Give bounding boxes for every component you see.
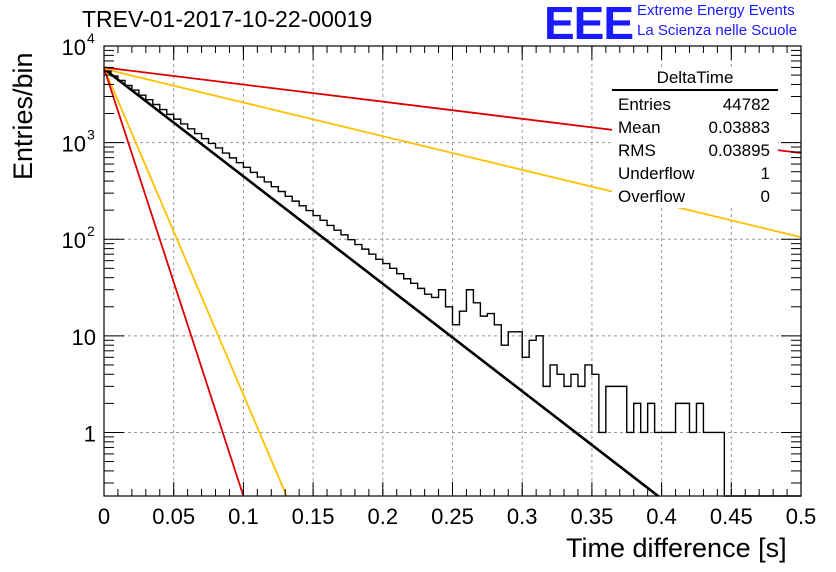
stats-label: Entries: [618, 95, 671, 114]
stats-label: Underflow: [618, 164, 695, 183]
chart-title: TREV-01-2017-10-22-00019: [82, 6, 373, 32]
stats-value: 0.03883: [708, 118, 770, 137]
stats-label: Mean: [618, 118, 661, 137]
y-tick-label: 10: [72, 325, 96, 350]
histogram: [104, 70, 801, 497]
stats-box: DeltaTime Entries 44782 Mean 0.03883 RMS…: [612, 68, 778, 208]
y-tick-label: 10: [62, 132, 86, 157]
fit-curve-3: [103, 67, 288, 497]
y-tick-exponent: 4: [87, 30, 95, 46]
x-tick-label: 0.3: [507, 504, 538, 529]
stats-value: 0.03895: [708, 141, 770, 160]
x-tick-label: 0.45: [710, 504, 753, 529]
x-tick-label: 0: [98, 504, 110, 529]
fit-curve-4: [103, 67, 245, 497]
stats-row-underflow: Underflow 1: [612, 162, 778, 185]
y-tick-exponent: 2: [87, 223, 95, 239]
grid-lines: [104, 46, 801, 496]
x-tick-label: 0.1: [228, 504, 259, 529]
y-axis-label: Entries/bin: [8, 52, 38, 180]
stats-row-entries: Entries 44782: [612, 93, 778, 116]
stats-row-mean: Mean 0.03883: [612, 116, 778, 139]
stats-box-title: DeltaTime: [612, 68, 778, 91]
logo-tagline-2: La Scienza nelle Scuole: [637, 22, 798, 39]
x-tick-label: 0.05: [152, 504, 195, 529]
x-tick-label: 0.25: [431, 504, 474, 529]
x-tick-label: 0.35: [570, 504, 613, 529]
x-tick-label: 0.5: [786, 504, 817, 529]
y-tick-exponent: 3: [87, 127, 95, 143]
x-tick-label: 0.4: [646, 504, 677, 529]
y-tick-label: 1: [84, 421, 96, 446]
stats-value: 1: [760, 164, 770, 183]
eee-logo: EEE: [544, 0, 634, 49]
axis-ticks: [103, 45, 802, 496]
tick-labels: 0 0.05 0.1 0.15 0.2 0.25 0.3 0.35 0.4 0.45 0.51101…: [62, 30, 817, 529]
stats-row-rms: RMS 0.03895: [612, 139, 778, 162]
logo-tagline-1: Extreme Energy Events: [637, 2, 795, 19]
fit-curve-0: [103, 67, 659, 498]
x-tick-label: 0.15: [292, 504, 335, 529]
y-tick-label: 10: [62, 35, 86, 60]
stats-value: 0: [760, 187, 770, 206]
stats-value: 44782: [722, 95, 770, 114]
x-tick-label: 0.2: [368, 504, 399, 529]
histogram-steps: [104, 70, 801, 497]
stats-row-overflow: Overflow 0: [612, 185, 778, 208]
stats-label: RMS: [618, 141, 656, 160]
fit-curve-2: [103, 67, 802, 239]
y-tick-label: 10: [62, 228, 86, 253]
x-axis-label: Time difference [s]: [566, 533, 787, 563]
stats-label: Overflow: [618, 187, 686, 206]
